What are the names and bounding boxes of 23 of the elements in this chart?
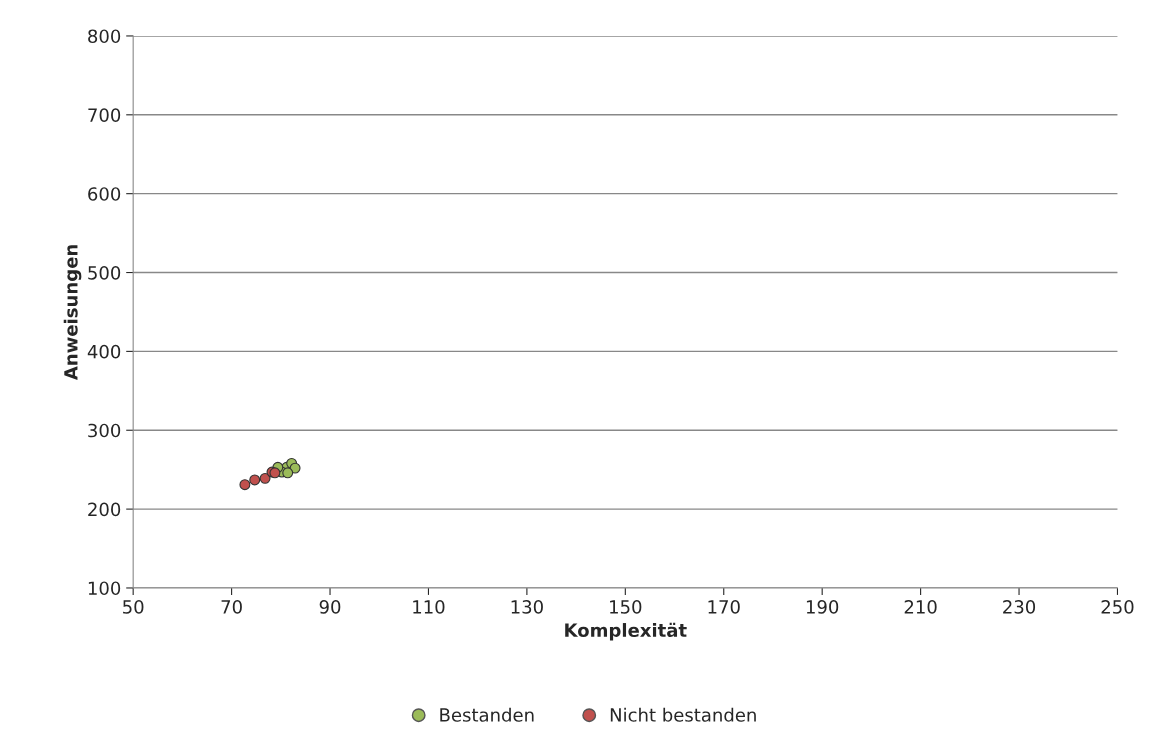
x-tick-label: 210 xyxy=(904,600,937,614)
y-tick-label: 400 xyxy=(87,344,121,359)
y-tick-label: 600 xyxy=(88,187,121,201)
x-tick-label: 150 xyxy=(610,600,642,614)
y-tick-label: 800 xyxy=(88,29,121,44)
x-tick-label: 250 xyxy=(1101,600,1134,614)
x-tick-label: 190 xyxy=(806,600,839,614)
y-tick-label: 300 xyxy=(88,423,121,438)
x-tick-label: 130 xyxy=(511,600,543,614)
x-tick-label: 90 xyxy=(319,600,341,614)
x-tick-label: 110 xyxy=(413,600,445,614)
x-tick-label: 70 xyxy=(221,600,242,614)
y-axis-title: Anweisungen xyxy=(63,245,82,381)
y-tick-label: 100 xyxy=(88,581,121,596)
x-tick-label: 230 xyxy=(1003,600,1036,614)
y-tick-label: 500 xyxy=(88,265,121,280)
y-tick-label: 200 xyxy=(88,502,121,517)
legend-label: Nicht bestanden xyxy=(610,707,756,722)
y-tick-label: 700 xyxy=(88,108,121,122)
x-tick-label: 170 xyxy=(708,600,740,614)
legend-label: Bestanden xyxy=(440,707,534,722)
x-tick-label: 50 xyxy=(123,600,144,614)
x-axis-title: Komplexität xyxy=(565,622,687,641)
